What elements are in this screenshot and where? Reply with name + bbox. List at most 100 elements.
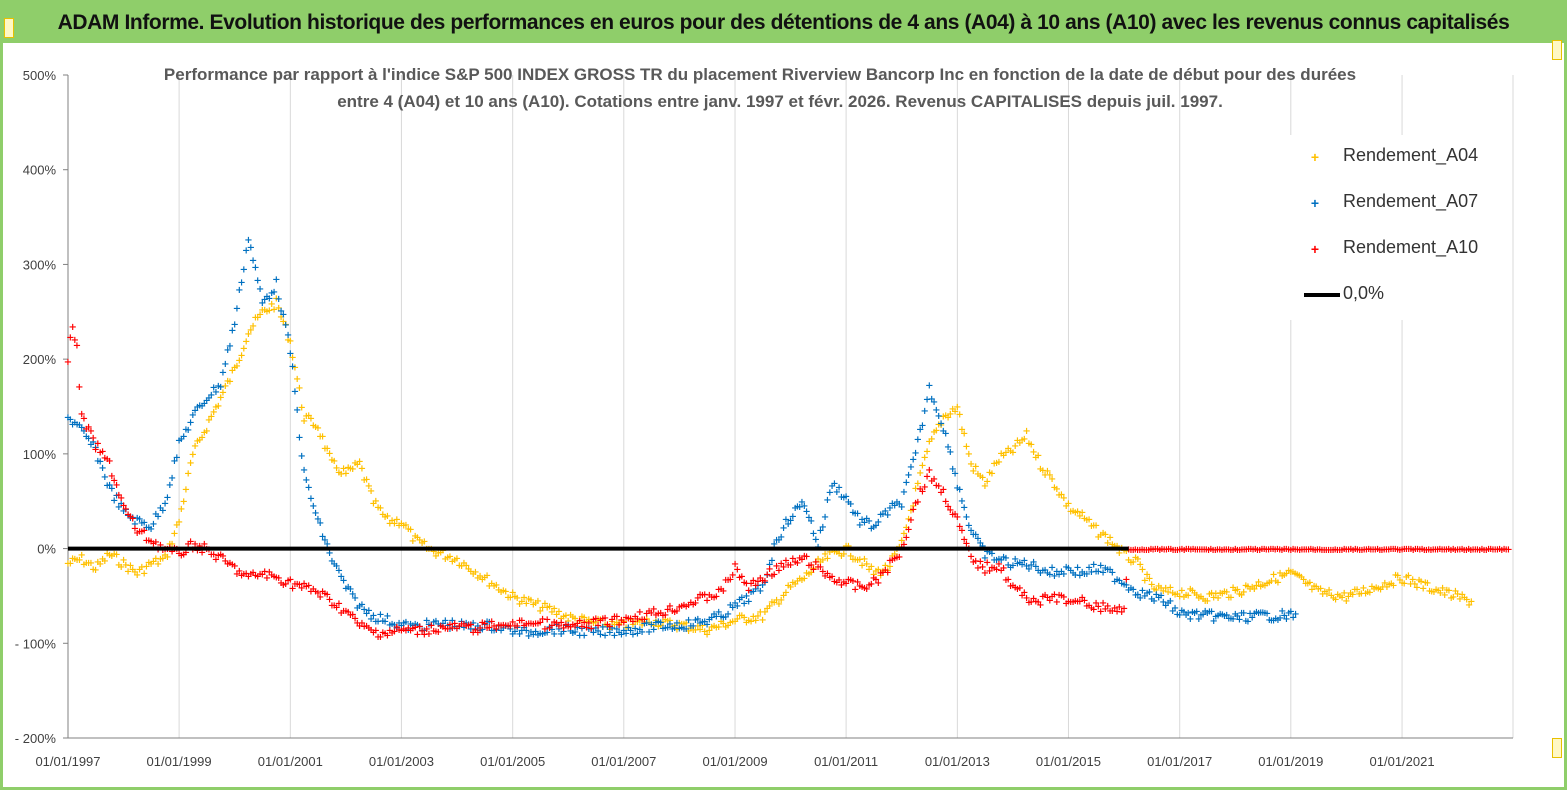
data-point-marker: + — [1229, 583, 1237, 594]
data-point-marker: + — [1425, 544, 1433, 555]
data-point-marker: + — [117, 498, 125, 509]
data-point-marker: + — [555, 621, 563, 632]
data-point-marker: + — [307, 587, 315, 598]
data-point-marker: + — [925, 465, 933, 476]
data-point-marker: + — [661, 623, 669, 634]
data-point-marker: + — [330, 600, 338, 611]
data-point-marker: + — [286, 574, 294, 585]
data-point-marker: + — [812, 557, 820, 568]
data-point-marker: + — [564, 620, 572, 631]
data-point-marker: + — [995, 554, 1003, 565]
data-point-marker: + — [448, 623, 456, 634]
data-point-marker: + — [511, 591, 519, 602]
data-point-marker: + — [501, 621, 509, 632]
data-point-marker: + — [400, 521, 408, 532]
data-point-marker: + — [1122, 580, 1130, 591]
data-point-marker: + — [205, 415, 213, 426]
corner-marker — [1552, 40, 1562, 60]
data-point-marker: + — [932, 405, 940, 416]
data-point-marker: + — [1009, 560, 1017, 571]
data-point-marker: + — [548, 620, 556, 631]
data-point-marker: + — [1357, 588, 1365, 599]
data-point-marker: + — [1202, 544, 1210, 555]
data-point-marker: + — [1358, 545, 1366, 556]
data-point-marker: + — [147, 559, 155, 570]
data-point-marker: + — [1002, 448, 1010, 459]
data-point-marker: + — [71, 418, 79, 429]
data-point-marker: + — [1246, 608, 1254, 619]
data-point-marker: + — [1372, 582, 1380, 593]
data-point-marker: + — [631, 617, 639, 628]
data-point-marker: + — [1231, 609, 1239, 620]
data-point-marker: + — [608, 616, 616, 627]
data-point-marker: + — [325, 548, 333, 559]
data-point-marker: + — [395, 520, 403, 531]
data-point-marker: + — [328, 556, 336, 567]
data-point-marker: + — [1115, 548, 1123, 559]
data-point-marker: + — [754, 581, 762, 592]
data-point-marker: + — [689, 625, 697, 636]
data-point-marker: + — [1445, 585, 1453, 596]
data-point-marker: + — [251, 571, 259, 582]
data-point-marker: + — [883, 510, 891, 521]
data-point-marker: + — [457, 561, 465, 572]
data-point-marker: + — [1182, 590, 1190, 601]
data-point-marker: + — [342, 469, 350, 480]
data-point-marker: + — [800, 551, 808, 562]
data-point-marker: + — [1188, 607, 1196, 618]
data-point-marker: + — [1389, 581, 1397, 592]
data-point-marker: + — [1428, 586, 1436, 597]
data-point-marker: + — [175, 517, 183, 528]
data-point-marker: + — [288, 583, 296, 594]
y-tick-label: 0% — [37, 542, 56, 557]
data-point-marker: + — [397, 621, 405, 632]
data-point-marker: + — [513, 593, 521, 604]
data-point-marker: + — [1287, 607, 1295, 618]
data-point-marker: + — [809, 528, 817, 539]
header-bar: ADAM Informe. Evolution historique des p… — [3, 3, 1564, 43]
data-point-marker: + — [1050, 590, 1058, 601]
data-point-marker: + — [654, 621, 662, 632]
y-tick-label: 200% — [23, 352, 57, 367]
data-point-marker: + — [846, 551, 854, 562]
data-point-marker: + — [710, 621, 718, 632]
plus-marker-icon: + — [1310, 195, 1320, 211]
data-point-marker: + — [575, 616, 583, 627]
data-point-marker: + — [828, 481, 836, 492]
data-point-marker: + — [726, 600, 734, 611]
data-point-marker: + — [1225, 614, 1233, 625]
data-point-marker: + — [1115, 576, 1123, 587]
data-point-marker: + — [1099, 567, 1107, 578]
data-point-marker: + — [649, 621, 657, 632]
data-point-marker: + — [182, 425, 190, 436]
data-point-marker: + — [809, 563, 817, 574]
data-point-marker: + — [955, 522, 963, 533]
data-point-marker: + — [1115, 602, 1123, 613]
data-point-marker: + — [1083, 569, 1091, 580]
data-point-marker: + — [138, 526, 146, 537]
data-point-marker: + — [96, 456, 104, 467]
data-point-marker: + — [1436, 588, 1444, 599]
data-point-marker: + — [1327, 545, 1335, 556]
data-point-marker: + — [904, 525, 912, 536]
data-point-marker: + — [1022, 426, 1030, 437]
data-point-marker: + — [976, 556, 984, 567]
data-point-marker: + — [921, 453, 929, 464]
data-point-marker: + — [443, 553, 451, 564]
data-point-marker: + — [981, 481, 989, 492]
data-point-marker: + — [1200, 544, 1208, 555]
data-point-marker: + — [221, 556, 229, 567]
data-point-marker: + — [1113, 607, 1121, 618]
axes: 01/01/1997 01/01/1999 01/01/2001 01/01/2003… — [15, 68, 1513, 769]
data-point-marker: + — [777, 559, 785, 570]
data-point-marker: + — [1136, 560, 1144, 571]
data-point-marker: + — [386, 620, 394, 631]
data-point-marker: + — [439, 622, 447, 633]
data-point-marker: + — [682, 618, 690, 629]
data-point-marker: + — [647, 619, 655, 630]
data-point-marker: + — [689, 599, 697, 610]
data-point-marker: + — [587, 617, 595, 628]
data-point-marker: + — [1254, 608, 1262, 619]
data-point-marker: + — [545, 622, 553, 633]
data-point-marker: + — [675, 623, 683, 634]
